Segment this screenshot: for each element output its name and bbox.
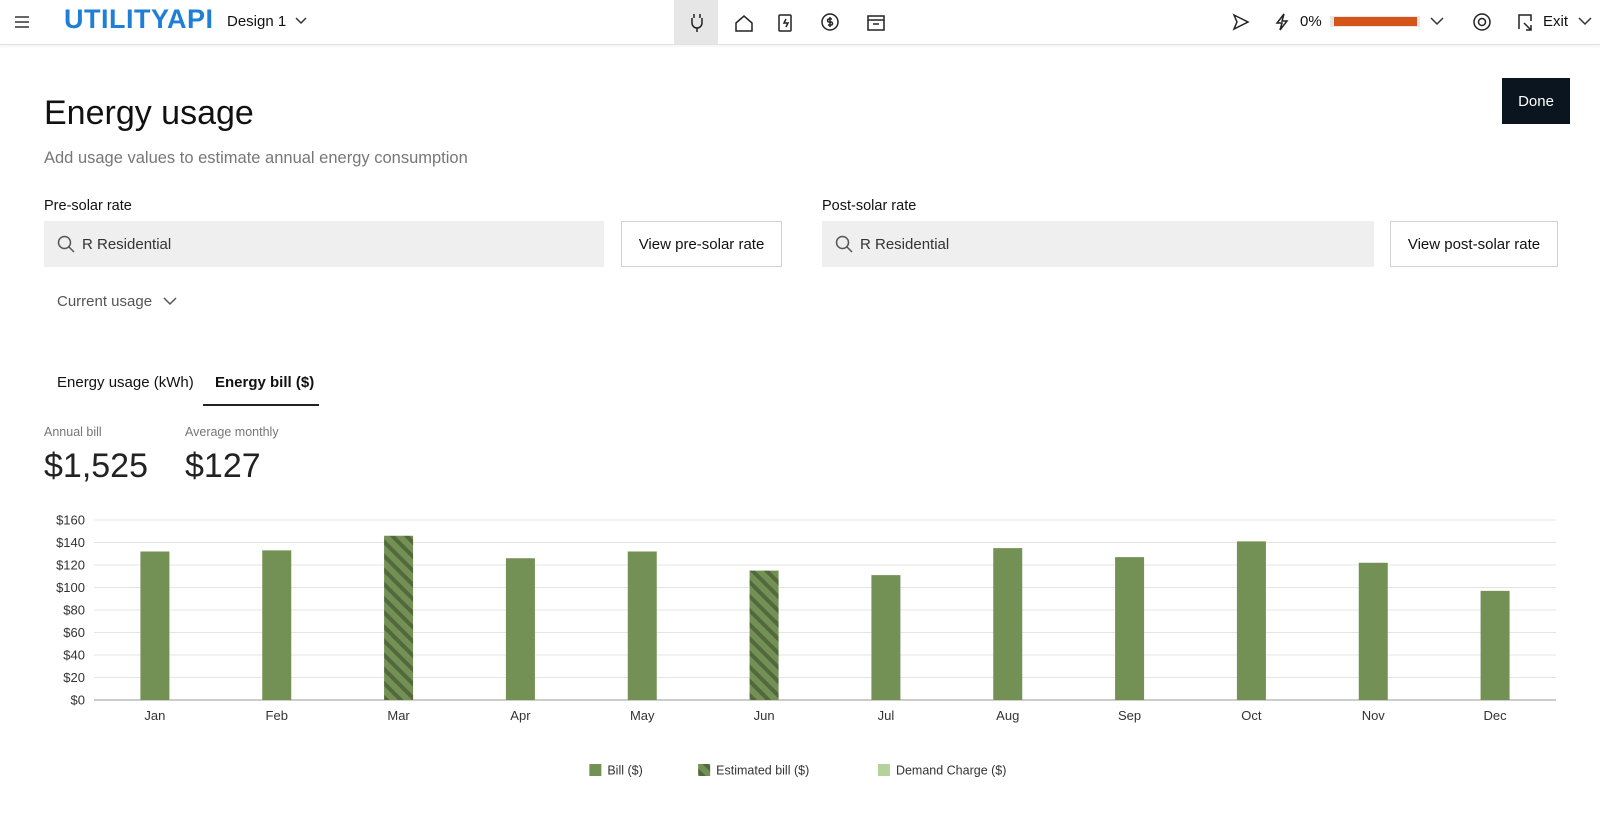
help-icon[interactable] <box>1472 12 1492 32</box>
x-tick-label: Aug <box>996 708 1019 723</box>
page-title: Energy usage <box>44 94 254 132</box>
y-tick-label: $140 <box>56 535 85 550</box>
bar <box>1358 562 1388 700</box>
current-usage-toggle[interactable]: Current usage <box>57 293 153 310</box>
y-tick-label: $0 <box>71 693 85 708</box>
bar <box>384 535 414 700</box>
stat-value: $127 <box>185 447 261 485</box>
page-subtitle: Add usage values to estimate annual ener… <box>44 149 468 167</box>
y-tick-label: $160 <box>56 513 85 528</box>
chart: $0 $20 $40 $60 $80 $100 $120 $140 $160 Jan Feb Mar A… <box>56 513 1556 778</box>
bar <box>749 570 779 700</box>
bar <box>505 558 535 700</box>
send-icon[interactable] <box>1232 13 1250 31</box>
x-tick-label: Jun <box>754 708 775 723</box>
search-icon <box>57 235 75 253</box>
view-rate-button[interactable]: View post-solar rate <box>1390 221 1558 267</box>
input-value: R Residential <box>860 235 950 253</box>
y-tick-label: $80 <box>63 603 85 618</box>
y-tick-label: $60 <box>63 625 85 640</box>
stat-label: Average monthly <box>185 425 279 439</box>
progress-bar <box>1330 16 1420 27</box>
rate-input[interactable]: R Residential <box>44 221 604 267</box>
bar <box>1480 590 1510 700</box>
field-label: Post-solar rate <box>822 198 917 214</box>
stat-label: Annual bill <box>44 425 102 439</box>
bolt-icon <box>1275 13 1289 31</box>
y-tick-label: $40 <box>63 648 85 663</box>
nav-active <box>674 0 718 44</box>
design-selector[interactable]: Design 1 <box>227 13 287 30</box>
x-tick-label: Dec <box>1484 708 1508 723</box>
tab-underline <box>203 404 319 406</box>
chevron[interactable] <box>1430 16 1444 26</box>
chevron <box>295 17 307 25</box>
field-label: Pre-solar rate <box>44 198 132 214</box>
x-tick-label: Jul <box>878 708 895 723</box>
legend-swatch <box>698 764 711 776</box>
y-tick-label: $20 <box>63 670 85 685</box>
legend-swatch <box>877 764 890 776</box>
x-tick-label: Sep <box>1118 708 1141 723</box>
legend-label: Bill ($) <box>607 764 642 778</box>
view-rate-button[interactable]: View pre-solar rate <box>621 221 782 267</box>
tab-active[interactable]: Energy bill ($) <box>215 374 315 391</box>
tab[interactable]: Energy usage (kWh) <box>57 374 194 391</box>
input-value: R Residential <box>82 235 172 253</box>
x-tick-label: Jan <box>144 708 165 723</box>
bar <box>871 575 901 700</box>
chevron <box>163 297 177 306</box>
x-tick-label: Mar <box>387 708 410 723</box>
progress-percent: 0% <box>1300 13 1322 30</box>
legend-label: Demand Charge ($) <box>896 764 1006 778</box>
bar <box>1115 557 1145 700</box>
legend-label: Estimated bill ($) <box>716 764 809 778</box>
bar <box>993 548 1023 700</box>
rate-input[interactable]: R Residential <box>822 221 1374 267</box>
nav-icons[interactable] <box>686 12 906 34</box>
x-tick-label: Oct <box>1241 708 1262 723</box>
bar <box>1236 541 1266 700</box>
bar <box>140 551 170 700</box>
x-tick-label: Feb <box>266 708 288 723</box>
bar <box>262 550 292 700</box>
exit-icon[interactable] <box>1516 13 1534 31</box>
x-tick-label: Apr <box>510 708 531 723</box>
search-icon <box>835 235 853 253</box>
y-tick-label: $120 <box>56 558 85 573</box>
y-tick-label: $100 <box>56 580 85 595</box>
exit-button[interactable]: Exit <box>1543 13 1569 30</box>
bar <box>627 551 657 700</box>
stat-value: $1,525 <box>44 447 148 485</box>
x-tick-label: Nov <box>1362 708 1386 723</box>
legend-swatch <box>589 764 602 776</box>
chevron[interactable] <box>1578 16 1592 26</box>
done-button[interactable]: Done <box>1502 78 1570 124</box>
menu-icon[interactable] <box>14 14 30 30</box>
x-tick-label: May <box>630 708 655 723</box>
logo[interactable]: UTILITYAPI <box>64 4 214 34</box>
top-bar: UTILITYAPI Design 1 0% Exit <box>0 0 1600 45</box>
